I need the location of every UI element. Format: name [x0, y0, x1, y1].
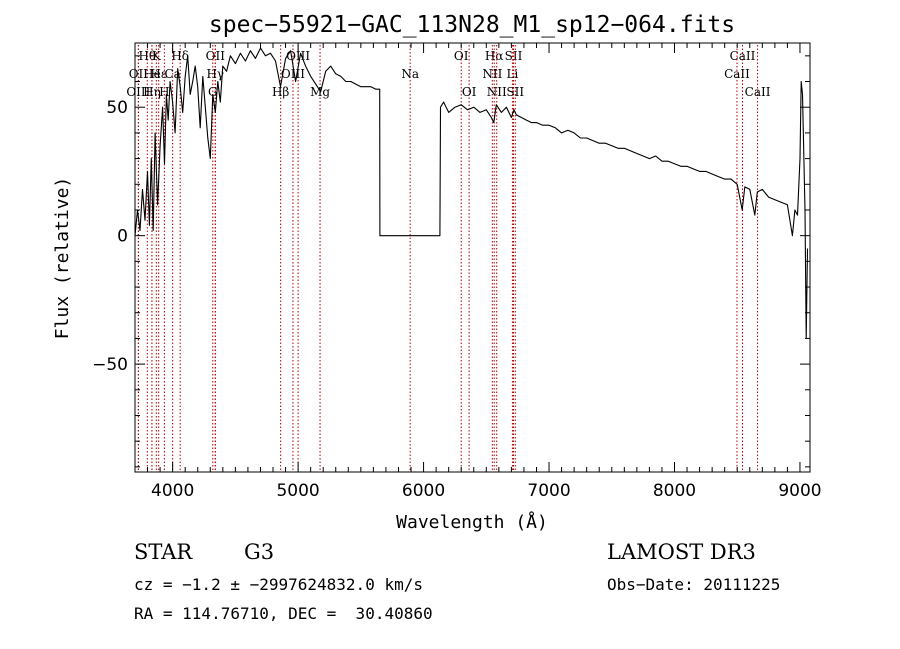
line-label: Hβ — [272, 85, 289, 99]
line-label: Hη — [143, 85, 161, 99]
line-label: K — [152, 49, 162, 63]
line-label: NII — [487, 85, 507, 99]
line-label: NII — [482, 67, 502, 81]
survey-name: LAMOST DR3 — [607, 540, 756, 564]
line-label: Hδ — [171, 49, 189, 63]
x-tick-label: 6000 — [402, 481, 445, 501]
line-label: CaII — [745, 85, 771, 99]
ra-dec-coordinates: RA = 114.76710, DEC = 30.40860 — [134, 604, 433, 623]
spectrum-chart: spec−55921−GAC_113N28_M1_sp12−064.fits H… — [52, 12, 822, 533]
line-label: OI — [462, 85, 477, 99]
x-tick-label: 8000 — [653, 481, 696, 501]
line-label: SII — [505, 49, 523, 63]
object-subclass: G3 — [244, 540, 275, 564]
redshift-velocity: cz = −1.2 ± −2997624832.0 km/s — [134, 575, 423, 594]
x-tick-label: 5000 — [276, 481, 319, 501]
line-label: Na — [401, 67, 419, 81]
line-label: SII — [506, 85, 524, 99]
x-tick-label: 9000 — [778, 481, 821, 501]
y-tick-label: 50 — [106, 98, 128, 118]
spectrum-line — [134, 47, 809, 339]
x-tick-label: 7000 — [527, 481, 570, 501]
line-label: G — [208, 85, 218, 99]
line-label: Hα — [485, 49, 504, 63]
chart-title: spec−55921−GAC_113N28_M1_sp12−064.fits — [209, 12, 735, 38]
line-label: CaII — [724, 67, 750, 81]
line-label: Ca — [164, 67, 180, 81]
y-tick-label: −50 — [92, 355, 128, 375]
line-label: CaII — [730, 49, 756, 63]
x-tick-label: 4000 — [151, 481, 194, 501]
plot-frame — [134, 42, 811, 473]
line-label: Hε — [150, 67, 167, 81]
line-label: OIII — [126, 85, 150, 99]
line-label: Li — [506, 67, 518, 81]
y-tick-label: 0 — [117, 227, 128, 247]
x-axis-label: Wavelength (Å) — [396, 511, 548, 533]
plot-area — [134, 47, 809, 339]
object-class: STAR — [134, 540, 193, 564]
line-label: OI — [454, 49, 469, 63]
line-label: H — [159, 85, 169, 99]
axes: 4000 5000 6000 7000 8000 9000 −50 0 50 — [92, 42, 822, 501]
observation-date: Obs−Date: 20111225 — [607, 575, 781, 594]
line-label: Hγ — [206, 67, 224, 81]
line-label: OIII — [281, 67, 305, 81]
y-axis-label: Flux (relative) — [52, 177, 73, 340]
